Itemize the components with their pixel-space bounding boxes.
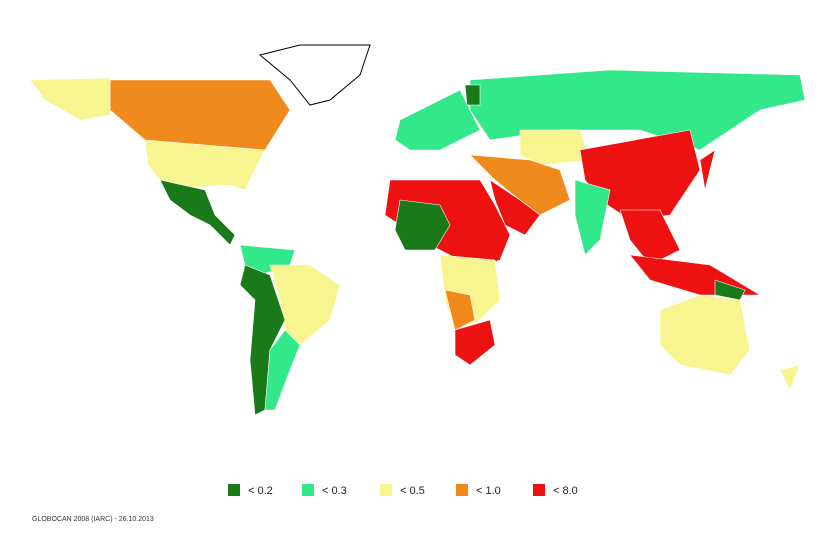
legend-label: < 0.3 (322, 485, 347, 497)
legend-swatch (302, 484, 314, 496)
footer: GLOBOCAN 2008 (IARC) - 26.10.2013 (32, 516, 154, 523)
region (519, 129, 591, 166)
region (264, 329, 301, 411)
legend-swatch (456, 484, 468, 496)
legend-label: < 0.5 (400, 485, 425, 497)
region (659, 294, 751, 376)
region (574, 179, 611, 256)
legend: < 0.2 < 0.3 < 0.5 < 1.0 < 8.0 (228, 484, 578, 497)
legend-swatch (380, 484, 392, 496)
region (619, 209, 681, 266)
region (779, 364, 801, 391)
region (29, 77, 111, 121)
region (144, 139, 266, 191)
region (269, 264, 341, 346)
legend-swatch (228, 484, 240, 496)
region (109, 79, 291, 151)
region (489, 179, 541, 236)
legend-label: < 0.2 (248, 485, 273, 497)
region (469, 154, 571, 216)
region (699, 149, 716, 191)
legend-label: < 8.0 (553, 485, 578, 497)
region (239, 264, 286, 416)
region (159, 179, 236, 246)
region (454, 319, 496, 366)
region (464, 84, 481, 106)
region (394, 199, 451, 251)
world-map (29, 44, 806, 416)
greenland (258, 44, 371, 106)
region (394, 89, 481, 151)
legend-label: < 1.0 (476, 485, 501, 497)
region (444, 289, 476, 331)
legend-swatch (533, 484, 545, 496)
